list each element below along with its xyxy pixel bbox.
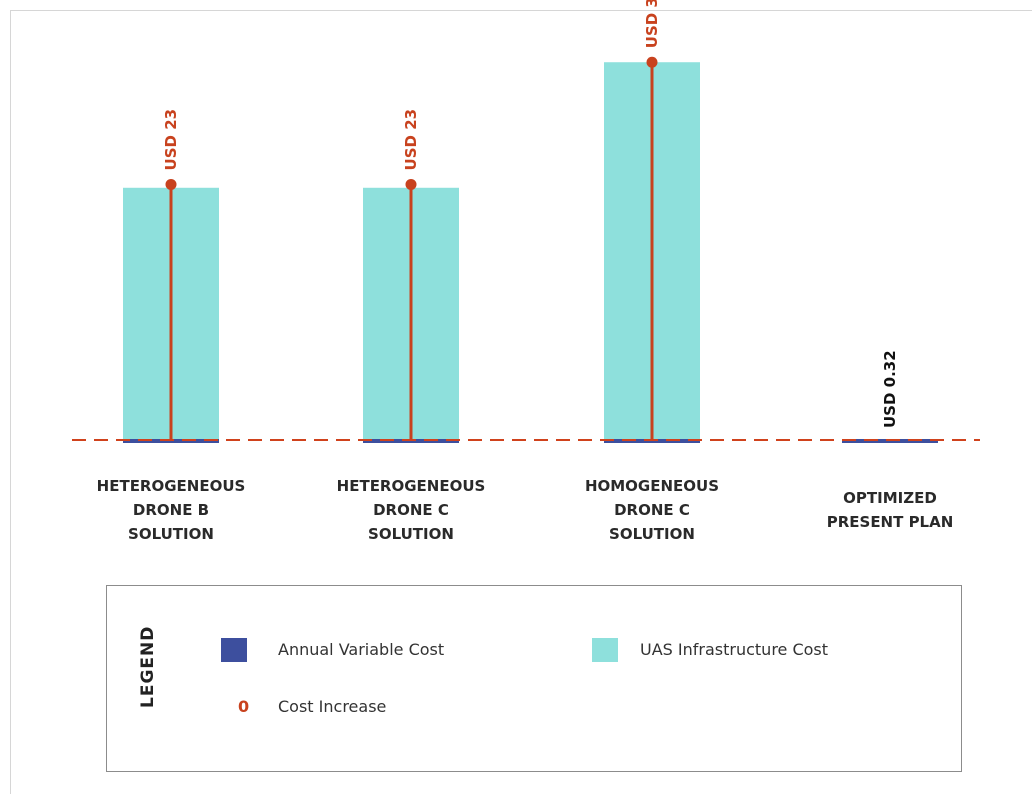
legend-label-uas-infrastructure-cost: UAS Infrastructure Cost <box>640 640 829 659</box>
category-label-line: OPTIMIZED <box>843 489 937 507</box>
category-label-line: SOLUTION <box>128 525 214 543</box>
category-label-line: PRESENT PLAN <box>826 513 954 531</box>
category-label-line: HOMOGENEOUS <box>584 477 720 495</box>
legend-label-cost-increase: Cost Increase <box>278 697 387 716</box>
cost-increase-point-3 <box>646 56 658 68</box>
legend-box <box>106 585 962 772</box>
category-label-1: HETEROGENEOUS DRONE B SOLUTION <box>71 474 271 546</box>
cost-increase-label-1: USD 23 <box>162 109 180 171</box>
category-label-line: HETEROGENEOUS <box>96 477 246 495</box>
cost-increase-label-2: USD 23 <box>402 109 420 171</box>
category-label-line: SOLUTION <box>368 525 454 543</box>
chart-frame <box>10 10 1032 794</box>
category-label-line: HETEROGENEOUS <box>336 477 486 495</box>
legend-label-annual-variable-cost: Annual Variable Cost <box>278 640 445 659</box>
category-label-3: HOMOGENEOUS DRONE C SOLUTION <box>552 474 752 546</box>
category-label-line: DRONE C <box>373 501 449 519</box>
category-label-line: SOLUTION <box>609 525 695 543</box>
legend-swatch-annual-variable-cost <box>221 638 247 662</box>
category-label-line: DRONE C <box>614 501 690 519</box>
cost-increase-label-4: USD 0.32 <box>881 350 899 428</box>
category-label-2: HETEROGENEOUS DRONE C SOLUTION <box>311 474 511 546</box>
cost-increase-label-3: USD 34 <box>643 0 661 48</box>
cost-increase-point-2 <box>405 178 417 190</box>
legend-swatch-uas-infrastructure-cost <box>592 638 618 662</box>
cost-increase-point-1 <box>165 178 177 190</box>
category-label-line: DRONE B <box>132 501 210 519</box>
legend-marker-cost-increase: 0 <box>238 697 250 716</box>
category-label-4: OPTIMIZED PRESENT PLAN <box>790 486 990 534</box>
legend-title: LEGEND <box>138 625 158 708</box>
